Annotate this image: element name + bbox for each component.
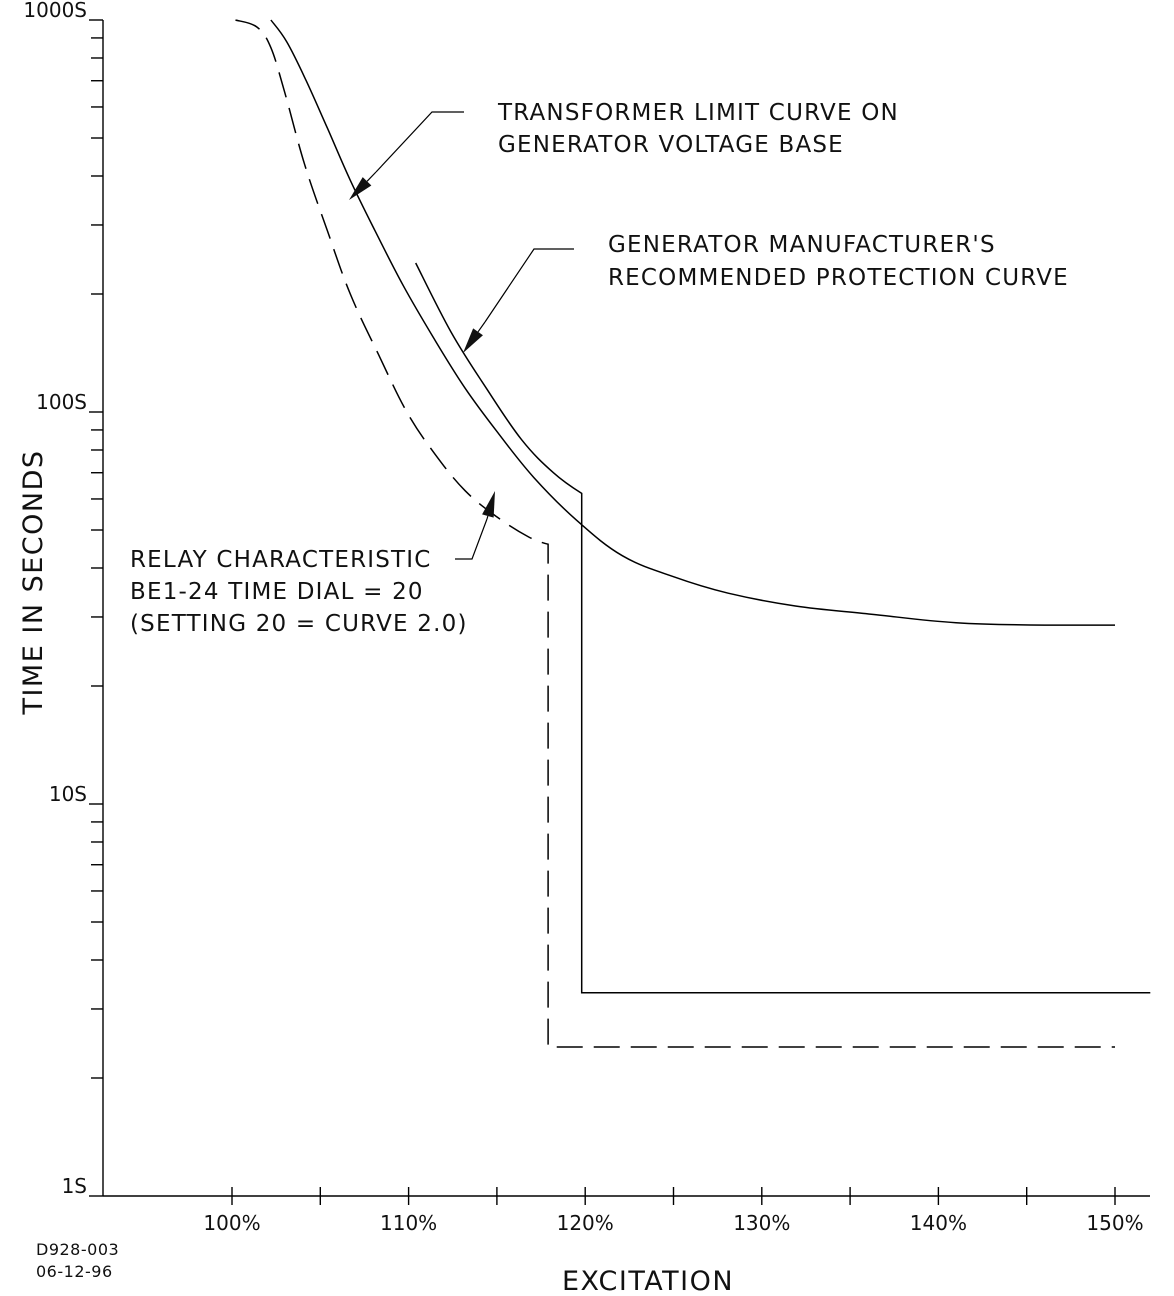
annotation-relay-line-3: (SETTING 20 = CURVE 2.0)	[130, 611, 468, 637]
x-axis-label: EXCITATION	[562, 1266, 734, 1296]
annotation-relay-line-2: BE1-24 TIME DIAL = 20	[130, 579, 424, 605]
transformer-limit-curve	[270, 19, 1115, 626]
generator-leader-line	[484, 248, 574, 323]
x-tick-label: 150%	[1086, 1211, 1143, 1235]
x-tick-label: 130%	[733, 1211, 790, 1235]
generator-protection-curve	[415, 262, 1151, 994]
relay-leader-stem	[486, 515, 489, 520]
y-tick-label: 1000S	[23, 0, 87, 22]
annotation-transformer-line-1: TRANSFORMER LIMIT CURVE ON	[497, 100, 899, 126]
chart-series	[235, 19, 1151, 1048]
transformer-leader-line	[375, 111, 464, 173]
annotation-generator-line-1: GENERATOR MANUFACTURER'S	[608, 232, 996, 258]
axes	[102, 20, 1150, 1197]
y-axis-label: TIME IN SECONDS	[18, 449, 49, 715]
x-tick-label: 120%	[557, 1211, 614, 1235]
annotation-relay-line-1: RELAY CHARACTERISTIC	[130, 547, 432, 573]
relay-leader-arrowhead	[482, 491, 495, 518]
x-axis-ticks: 100% 110% 120% 130% 140% 150%	[203, 1187, 1144, 1235]
transformer-leader-arrowhead	[349, 177, 372, 200]
x-tick-label: 140%	[910, 1211, 967, 1235]
generator-leader-stem	[477, 321, 486, 333]
generator-leader-arrowhead	[463, 328, 483, 353]
drawing-number: D928-003	[36, 1240, 119, 1259]
x-tick-label: 100%	[203, 1211, 260, 1235]
relay-leader-line	[455, 518, 488, 560]
relay-characteristic-curve	[235, 19, 1115, 1048]
annotation-transformer-line-2: GENERATOR VOLTAGE BASE	[498, 132, 844, 158]
drawing-date: 06-12-96	[36, 1262, 113, 1281]
y-tick-label: 100S	[36, 390, 87, 414]
y-tick-label: 10S	[49, 782, 87, 806]
annotation-leaders	[349, 111, 574, 560]
transformer-leader-stem	[366, 171, 377, 182]
x-tick-label: 110%	[380, 1211, 437, 1235]
annotation-generator-line-2: RECOMMENDED PROTECTION CURVE	[608, 265, 1069, 291]
y-axis-ticks: 1S 10S 100S 1000S	[23, 0, 103, 1198]
y-tick-label: 1S	[62, 1174, 87, 1198]
